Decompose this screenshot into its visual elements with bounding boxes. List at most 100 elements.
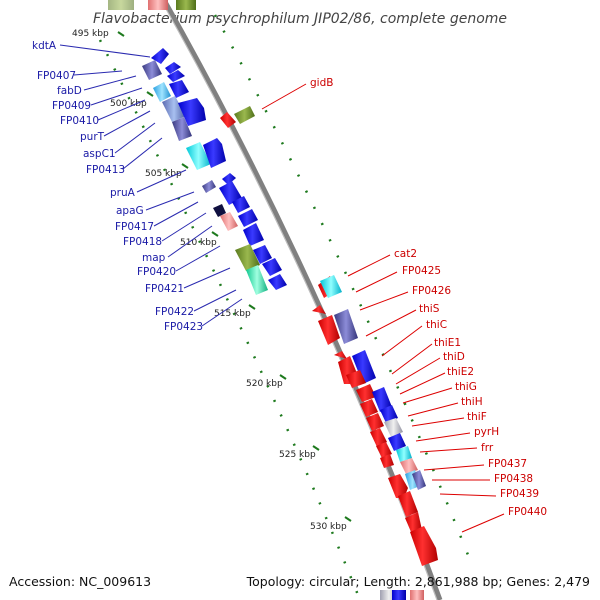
gene-label: thiE2 [447,366,474,378]
leader-FP0437 [423,464,485,471]
gene-label: purT [80,131,105,143]
leader-thiE2 [399,372,446,395]
gene-feature-pyrH [388,433,406,451]
right-gene-labels: gidB cat2 FP0425 FP0426 thiS thiC thiE1 … [310,77,547,518]
gene-label: FP0438 [494,473,533,485]
gene-feature-FP0422 [246,265,268,295]
gene-feature-thiE2 [372,387,392,412]
ruler-tick [181,163,189,169]
ruler-tick [248,304,256,310]
leader-FP0422 [193,289,237,312]
gene-label: fabD [57,85,82,97]
leader-thiC [381,325,423,357]
leader-FP0418 [161,212,207,242]
gene-feature-FP0438b [412,470,426,490]
ruler-tick [312,445,320,451]
leader-FP0420 [175,245,221,272]
ruler-label: 495 kbp [72,29,109,39]
leader-FP0407 [73,70,123,76]
gene-arrow-thiD [356,384,376,402]
gene-arrow-fabD [165,62,181,74]
genome-backbone-highlight [160,0,438,600]
ruler-tick [146,91,154,97]
gene-feature-map [220,212,238,231]
ruler-tick [117,31,125,37]
leader-thiF [411,417,465,427]
genome-summary-text: Topology: circular; Length: 2,861,988 bp… [246,574,590,589]
gene-label: kdtA [32,40,57,52]
gene-arrow-FP0422 [262,258,282,276]
ruler-label: 500 kbp [110,99,147,109]
map-title: Flavobacterium psychrophilum JIP02/86, c… [93,11,507,27]
gene-arrow-frr [380,454,394,468]
gene-arrow-FP0439 [398,491,418,517]
gene-label: frr [481,442,494,454]
gene-feature-pruA [186,142,211,170]
gene-feature-gidB [234,106,255,124]
gene-feature-FP0426 [334,309,358,344]
gene-feature-aspC1 [162,96,186,122]
gene-label: pruA [110,187,136,199]
gene-label: map [142,252,166,264]
genome-backbone [161,0,443,600]
gene-arrow-thiG [360,399,378,417]
gene-arrow-FP0421 [253,245,272,264]
gene-label: FP0407 [37,70,76,82]
gene-arrow-FP0426 [318,315,340,345]
gene-arrow-FP0440a [405,512,422,534]
ruler-label: 520 kbp [246,379,283,389]
gene-feature-FP0437 [400,458,418,474]
gene-label: FP0423 [164,321,203,333]
gene-label: apaG [116,205,144,217]
gene-arrow-gidB [220,112,236,128]
gene-feature-FP0407 [142,60,162,80]
gene-arrow-FP0417 [219,181,242,205]
gene-label: thiG [455,381,477,393]
gene-arrow-FP0409 [167,70,185,82]
gene-feature-apaG [202,180,216,193]
leader-thiG [402,387,453,404]
leader-FP0439 [439,493,497,497]
gene-feature-thiH [380,405,398,423]
gene-label: pyrH [474,426,499,438]
gene-feature [410,590,424,600]
ruler-label: 505 kbp [145,169,182,179]
leader-aspC1 [114,122,156,154]
leader-FP0440 [461,513,505,533]
gene-label: FP0409 [52,100,91,112]
leader-thiS [365,309,417,337]
gene-feature-frr [396,446,412,462]
gene-feature-thiC [352,350,376,384]
gene-arrow-FP0440 [410,526,438,566]
bottom-features [380,590,424,600]
leader-FP0423 [201,298,243,327]
left-gene-labels: kdtA FP0407 fabD FP0409 FP0410 purT aspC… [32,40,203,333]
gene-label: FP0421 [145,283,184,295]
ruler-tick [279,374,287,380]
gene-arrow-apaG [222,173,236,185]
leader-thiD [395,357,441,385]
gene-label: FP0410 [60,115,99,127]
ruler-label: 525 kbp [279,450,316,460]
gene-arrow-thiE1 [346,370,366,388]
leader-pyrH [415,432,471,442]
gene-arrow-FP0420 [243,223,264,246]
gene-label: thiD [443,351,465,363]
gene-feature-cat2 [320,275,342,298]
gene-label: thiF [467,411,487,423]
leader-cat2 [347,254,391,277]
leader-map [167,225,213,258]
leader-FP0413 [122,137,163,170]
right-strand-genes [220,106,438,566]
leader-pruA [136,169,187,193]
gene-label: aspC1 [83,148,116,160]
gene-arrow-aspC1 [178,98,206,126]
leader-fabD [83,75,137,91]
left-strand-genes [142,48,287,295]
accession-text: Accession: NC_009613 [9,574,151,589]
gene-label: FP0417 [115,221,154,233]
gene-arrow-thiS [334,351,347,359]
gene-label: thiS [419,303,440,315]
